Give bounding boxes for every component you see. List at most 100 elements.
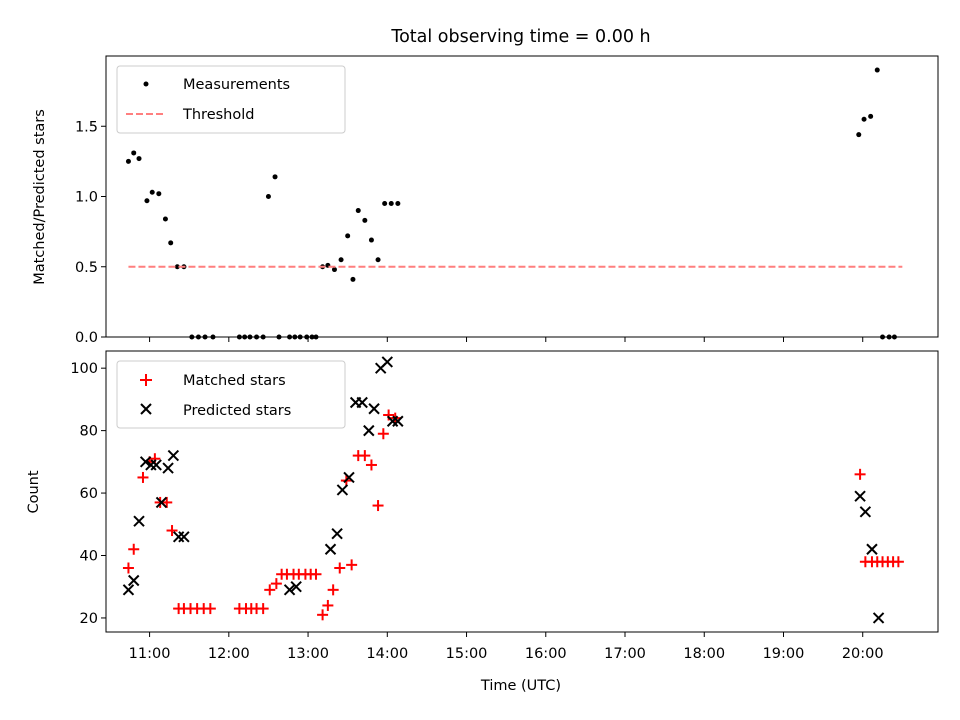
legend-threshold-label: Threshold bbox=[182, 107, 254, 123]
matched-stars-point bbox=[334, 562, 346, 574]
predicted-stars-point bbox=[368, 403, 380, 415]
bottom-axes: 20 40 60 80 100 11:00 12:00 13:00 14:00 15:00 16:… bbox=[26, 350, 939, 694]
measurement-point bbox=[375, 257, 381, 263]
matched-stars-point bbox=[204, 603, 216, 615]
y-tick-label: 100 bbox=[70, 361, 98, 377]
matched-stars-point bbox=[257, 603, 269, 615]
predicted-stars-point bbox=[392, 415, 404, 427]
predicted-stars-point bbox=[162, 462, 174, 474]
x-tick-label: 12:00 bbox=[208, 646, 250, 662]
predicted-stars-point bbox=[178, 531, 190, 543]
matched-stars-point bbox=[128, 543, 140, 555]
predicted-stars-point bbox=[331, 527, 343, 540]
y-tick-label: 40 bbox=[80, 549, 98, 565]
y-tick-label: 80 bbox=[80, 424, 98, 440]
y-tick-label: 1.5 bbox=[75, 119, 98, 135]
top-x-ticks bbox=[149, 337, 864, 342]
y-tick-label: 1.0 bbox=[75, 190, 98, 206]
predicted-stars-point bbox=[363, 424, 375, 437]
matched-stars-point bbox=[372, 500, 384, 512]
x-tick-label: 14:00 bbox=[366, 646, 408, 662]
y-tick-label: 60 bbox=[80, 486, 98, 502]
measurement-point bbox=[156, 191, 162, 197]
legend-measurements-marker bbox=[143, 81, 149, 87]
predicted-stars-point bbox=[866, 543, 878, 555]
matched-stars-point bbox=[854, 468, 866, 480]
x-tick-label: 18:00 bbox=[683, 646, 725, 662]
top-legend: Measurements Threshold bbox=[116, 65, 346, 134]
matched-stars-point bbox=[892, 556, 904, 568]
measurement-point bbox=[861, 116, 867, 122]
measurement-point bbox=[856, 132, 862, 138]
matched-stars-point bbox=[137, 471, 149, 483]
top-plot-area bbox=[125, 67, 903, 340]
matched-stars-point bbox=[359, 450, 371, 462]
matched-stars-point bbox=[377, 428, 389, 440]
predicted-stars-point bbox=[128, 574, 140, 587]
measurement-point bbox=[272, 174, 278, 180]
bottom-y-axis-label: Count bbox=[26, 470, 42, 513]
x-tick-label: 13:00 bbox=[287, 646, 329, 662]
x-tick-label: 19:00 bbox=[763, 646, 805, 662]
predicted-stars-point bbox=[859, 506, 872, 518]
measurement-point bbox=[382, 201, 388, 207]
y-tick-label: 0.0 bbox=[75, 330, 98, 346]
bottom-x-ticks: 11:00 12:00 13:00 14:00 15:00 16:00 17:00 18:00… bbox=[129, 632, 884, 662]
measurement-point bbox=[174, 264, 180, 270]
chart-title: Total observing time = 0.00 h bbox=[390, 27, 650, 47]
predicted-stars-point bbox=[324, 543, 337, 555]
measurement-point bbox=[149, 189, 155, 195]
bottom-legend: Matched stars Predicted stars bbox=[116, 360, 346, 429]
measurement-point bbox=[144, 198, 150, 204]
x-tick-label: 15:00 bbox=[446, 646, 488, 662]
predicted-stars-point bbox=[343, 471, 355, 484]
matched-stars-point bbox=[317, 609, 329, 621]
matched-stars-point bbox=[365, 459, 377, 471]
predicted-stars-point bbox=[139, 456, 152, 468]
measurement-point bbox=[331, 267, 337, 273]
predicted-stars-point bbox=[336, 484, 349, 496]
legend-matched-marker bbox=[140, 374, 152, 386]
measurement-point bbox=[350, 276, 356, 282]
legend-predicted-label: Predicted stars bbox=[183, 403, 291, 419]
legend-matched-label: Matched stars bbox=[183, 373, 286, 389]
measurement-point bbox=[136, 156, 142, 162]
predicted-stars-point bbox=[381, 356, 394, 368]
measurement-point bbox=[131, 150, 137, 156]
legend-predicted-marker bbox=[140, 403, 152, 415]
bottom-legend-box bbox=[116, 360, 346, 429]
predicted-stars-point bbox=[167, 449, 180, 462]
measurement-point bbox=[362, 217, 368, 223]
measurement-point bbox=[388, 201, 394, 207]
predicted-stars-point bbox=[122, 584, 135, 596]
top-y-axis-label: Matched/Predicted stars bbox=[32, 109, 48, 285]
x-tick-label: 16:00 bbox=[525, 646, 567, 662]
x-tick-label: 11:00 bbox=[129, 646, 171, 662]
top-legend-box bbox=[116, 65, 346, 134]
measurement-point bbox=[168, 240, 174, 246]
matched-stars-point bbox=[166, 525, 178, 537]
measurement-point bbox=[125, 158, 131, 164]
matched-stars-point bbox=[264, 584, 276, 596]
measurement-point bbox=[162, 216, 168, 222]
bottom-axes-frame bbox=[105, 350, 939, 633]
y-tick-label: 20 bbox=[80, 611, 98, 627]
matched-stars-point bbox=[327, 584, 339, 596]
measurement-point bbox=[395, 201, 401, 207]
bottom-y-ticks: 20 40 60 80 100 bbox=[70, 361, 106, 627]
measurement-point bbox=[874, 67, 880, 73]
measurement-point bbox=[265, 194, 271, 199]
matched-stars-point bbox=[310, 568, 322, 580]
measurement-point bbox=[368, 237, 374, 243]
measurement-point bbox=[355, 208, 361, 214]
predicted-stars-point bbox=[854, 490, 866, 502]
x-tick-label: 17:00 bbox=[604, 646, 646, 662]
top-axes: Total observing time = 0.00 h 0.0 0.5 1.0 1… bbox=[32, 27, 939, 346]
matched-stars-point bbox=[270, 578, 282, 590]
measurement-point bbox=[338, 257, 344, 263]
measurement-point bbox=[345, 233, 351, 239]
matched-stars-point bbox=[122, 562, 134, 574]
bottom-plot-area bbox=[122, 356, 904, 624]
matched-stars-point bbox=[346, 559, 358, 571]
